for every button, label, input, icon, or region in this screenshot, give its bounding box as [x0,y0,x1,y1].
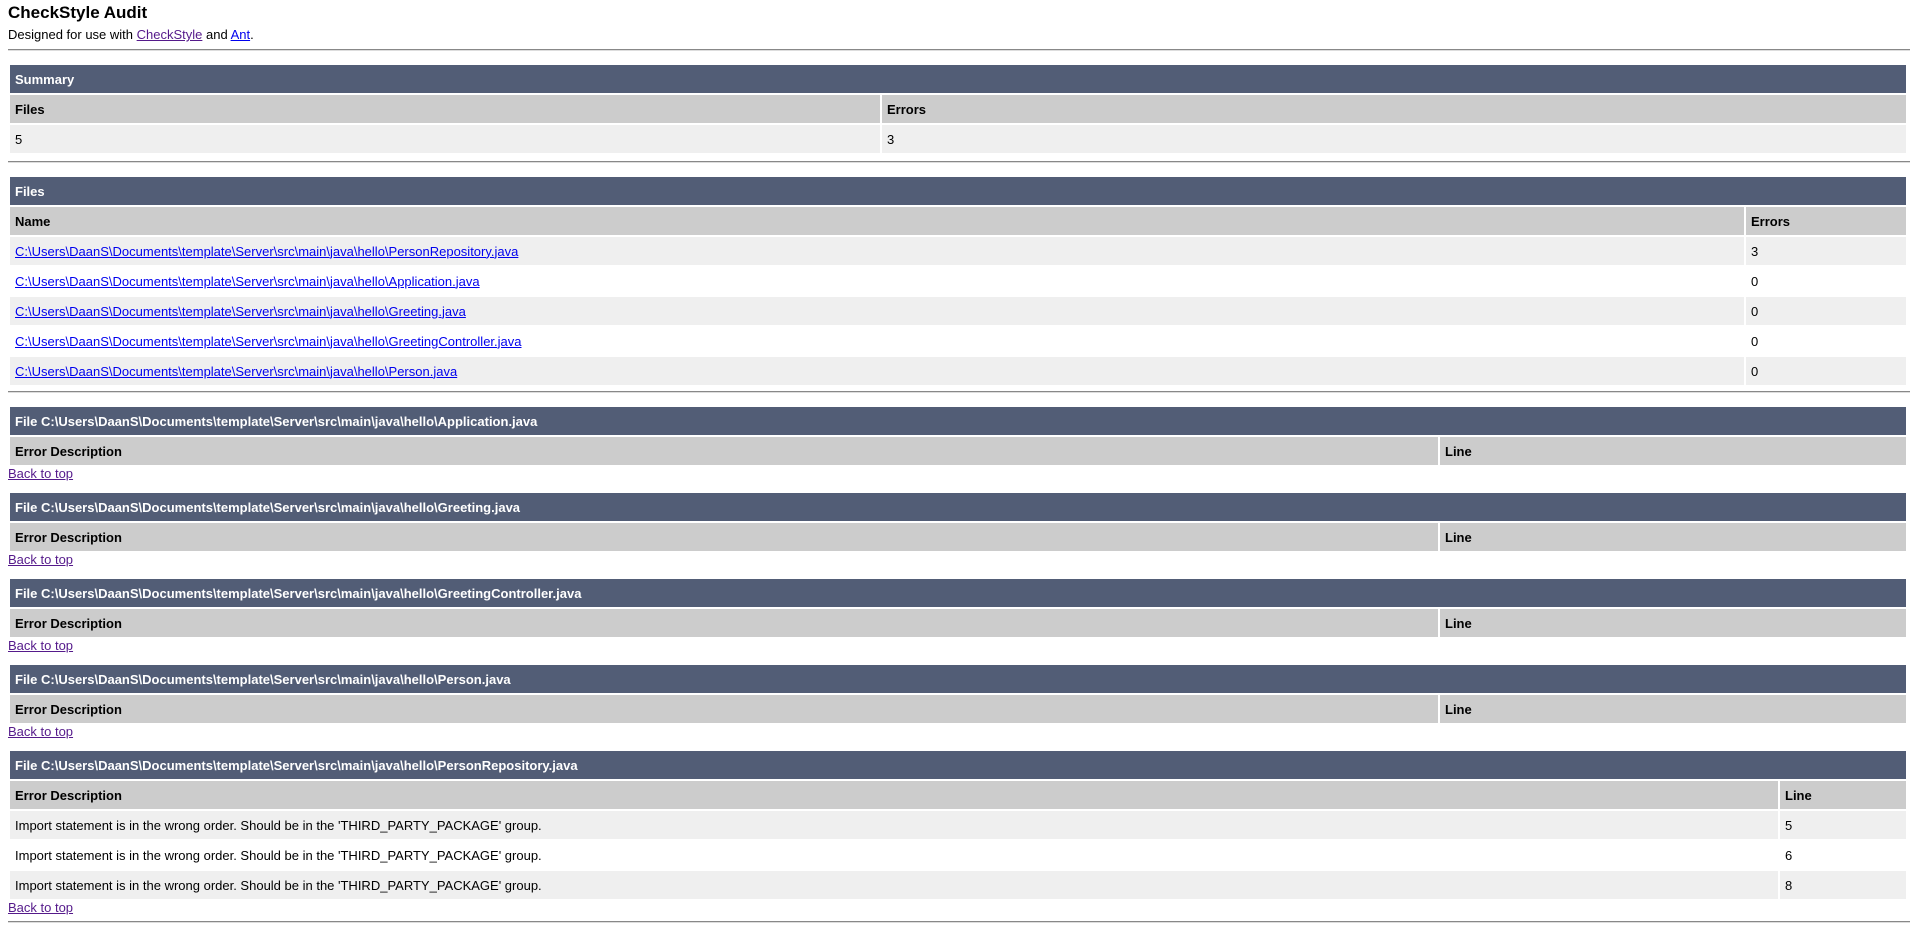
file-section: File C:\Users\DaanS\Documents\template\S… [8,663,1910,739]
error-row: Import statement is in the wrong order. … [10,871,1906,899]
divider [8,921,1910,923]
file-section: File C:\Users\DaanS\Documents\template\S… [8,491,1910,567]
file-row: C:\Users\DaanS\Documents\template\Server… [10,357,1906,385]
file-errors: 3 [1746,237,1906,265]
file-section-table: File C:\Users\DaanS\Documents\template\S… [8,663,1908,725]
file-link[interactable]: C:\Users\DaanS\Documents\template\Server… [15,303,466,319]
file-section-title: File C:\Users\DaanS\Documents\template\S… [10,751,1906,779]
summary-files-header: Files [10,95,880,123]
file-link[interactable]: C:\Users\DaanS\Documents\template\Server… [15,273,480,289]
file-errors: 0 [1746,267,1906,295]
file-sections: File C:\Users\DaanS\Documents\template\S… [8,405,1910,915]
error-description-header: Error Description [10,695,1438,723]
file-row: C:\Users\DaanS\Documents\template\Server… [10,267,1906,295]
subtitle-suffix: . [250,27,254,42]
file-errors: 0 [1746,297,1906,325]
line-header: Line [1440,609,1906,637]
subtitle-and: and [202,27,231,42]
file-name-cell: C:\Users\DaanS\Documents\template\Server… [10,297,1744,325]
file-link[interactable]: C:\Users\DaanS\Documents\template\Server… [15,363,458,379]
file-section-title: File C:\Users\DaanS\Documents\template\S… [10,493,1906,521]
back-to-top-link[interactable]: Back to top [8,638,74,653]
file-section-title: File C:\Users\DaanS\Documents\template\S… [10,665,1906,693]
divider [8,49,1910,51]
error-row: Import statement is in the wrong order. … [10,841,1906,869]
file-section-table: File C:\Users\DaanS\Documents\template\S… [8,577,1908,639]
file-section: File C:\Users\DaanS\Documents\template\S… [8,577,1910,653]
error-description-header: Error Description [10,523,1438,551]
summary-files-value: 5 [10,125,880,153]
file-section-table: File C:\Users\DaanS\Documents\template\S… [8,749,1908,901]
file-section-title: File C:\Users\DaanS\Documents\template\S… [10,407,1906,435]
divider [8,161,1910,163]
file-name-cell: C:\Users\DaanS\Documents\template\Server… [10,357,1744,385]
error-description: Import statement is in the wrong order. … [10,811,1778,839]
back-to-top-link[interactable]: Back to top [8,724,74,739]
files-table: Files Name Errors C:\Users\DaanS\Document… [8,175,1908,387]
error-line: 8 [1780,871,1906,899]
back-to-top-link[interactable]: Back to top [8,552,74,567]
file-link[interactable]: C:\Users\DaanS\Documents\template\Server… [15,243,519,259]
error-description-header: Error Description [10,437,1438,465]
file-row: C:\Users\DaanS\Documents\template\Server… [10,327,1906,355]
file-link[interactable]: C:\Users\DaanS\Documents\template\Server… [15,333,522,349]
file-errors: 0 [1746,357,1906,385]
summary-title: Summary [10,65,1906,93]
files-errors-header: Errors [1746,207,1906,235]
subtitle-text: Designed for use with [8,27,137,42]
page-title: CheckStyle Audit [8,3,148,22]
error-description: Import statement is in the wrong order. … [10,841,1778,869]
error-row: Import statement is in the wrong order. … [10,811,1906,839]
divider [8,391,1910,393]
subtitle: Designed for use with CheckStyle and Ant… [8,27,1910,42]
file-name-cell: C:\Users\DaanS\Documents\template\Server… [10,267,1744,295]
file-section-table: File C:\Users\DaanS\Documents\template\S… [8,405,1908,467]
error-line: 6 [1780,841,1906,869]
file-section-table: File C:\Users\DaanS\Documents\template\S… [8,491,1908,553]
error-description: Import statement is in the wrong order. … [10,871,1778,899]
file-section-title: File C:\Users\DaanS\Documents\template\S… [10,579,1906,607]
file-errors: 0 [1746,327,1906,355]
file-section: File C:\Users\DaanS\Documents\template\S… [8,405,1910,481]
file-name-cell: C:\Users\DaanS\Documents\template\Server… [10,327,1744,355]
ant-link[interactable]: Ant [230,27,251,42]
line-header: Line [1440,523,1906,551]
error-description-header: Error Description [10,781,1778,809]
file-row: C:\Users\DaanS\Documents\template\Server… [10,297,1906,325]
summary-errors-value: 3 [882,125,1906,153]
line-header: Line [1440,695,1906,723]
back-to-top-link[interactable]: Back to top [8,900,74,915]
line-header: Line [1440,437,1906,465]
error-line: 5 [1780,811,1906,839]
files-name-header: Name [10,207,1744,235]
file-section: File C:\Users\DaanS\Documents\template\S… [8,749,1910,915]
checkstyle-link[interactable]: CheckStyle [136,27,203,42]
files-title: Files [10,177,1906,205]
error-description-header: Error Description [10,609,1438,637]
file-row: C:\Users\DaanS\Documents\template\Server… [10,237,1906,265]
file-name-cell: C:\Users\DaanS\Documents\template\Server… [10,237,1744,265]
back-to-top-link[interactable]: Back to top [8,466,74,481]
summary-errors-header: Errors [882,95,1906,123]
line-header: Line [1780,781,1906,809]
